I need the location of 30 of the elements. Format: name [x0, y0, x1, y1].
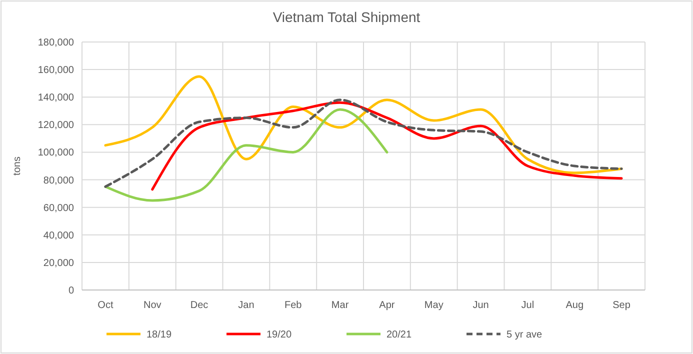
x-tick-label: Nov: [143, 300, 162, 311]
y-tick-label: 120,000: [38, 120, 74, 132]
x-tick-label: Mar: [331, 300, 350, 311]
y-tick-label: 160,000: [38, 65, 74, 76]
x-tick-label: Sep: [612, 300, 631, 311]
line-series: [104, 75, 623, 174]
y-tick-label: 20,000: [43, 258, 74, 269]
x-tick-label: May: [424, 300, 444, 311]
legend-label: 19/20: [266, 330, 292, 340]
y-axis-title: tons: [12, 156, 23, 176]
line-series: [104, 108, 388, 202]
y-tick-label: 0: [68, 286, 74, 296]
y-tick-label: 140,000: [38, 92, 74, 104]
y-tick-label: 180,000: [38, 38, 74, 48]
x-tick-label: Aug: [566, 300, 584, 311]
x-tick-label: Jun: [472, 300, 489, 311]
y-tick-label: 100,000: [38, 148, 74, 159]
y-tick-label: 80,000: [43, 175, 74, 186]
x-tick-label: Feb: [284, 300, 302, 311]
y-tick-label: 40,000: [43, 230, 74, 242]
legend-label: 5 yr ave: [506, 330, 543, 340]
x-tick-label: Dec: [190, 300, 208, 311]
x-tick-label: Apr: [379, 300, 396, 311]
legend-label: 20/21: [386, 330, 412, 340]
x-tick-label: Jan: [238, 300, 254, 311]
chart-title: Vietnam Total Shipment: [272, 9, 420, 25]
y-tick-label: 60,000: [43, 202, 74, 214]
legend-label: 18/19: [146, 330, 172, 340]
x-tick-label: Jul: [521, 300, 534, 311]
x-tick-label: Oct: [98, 300, 114, 311]
